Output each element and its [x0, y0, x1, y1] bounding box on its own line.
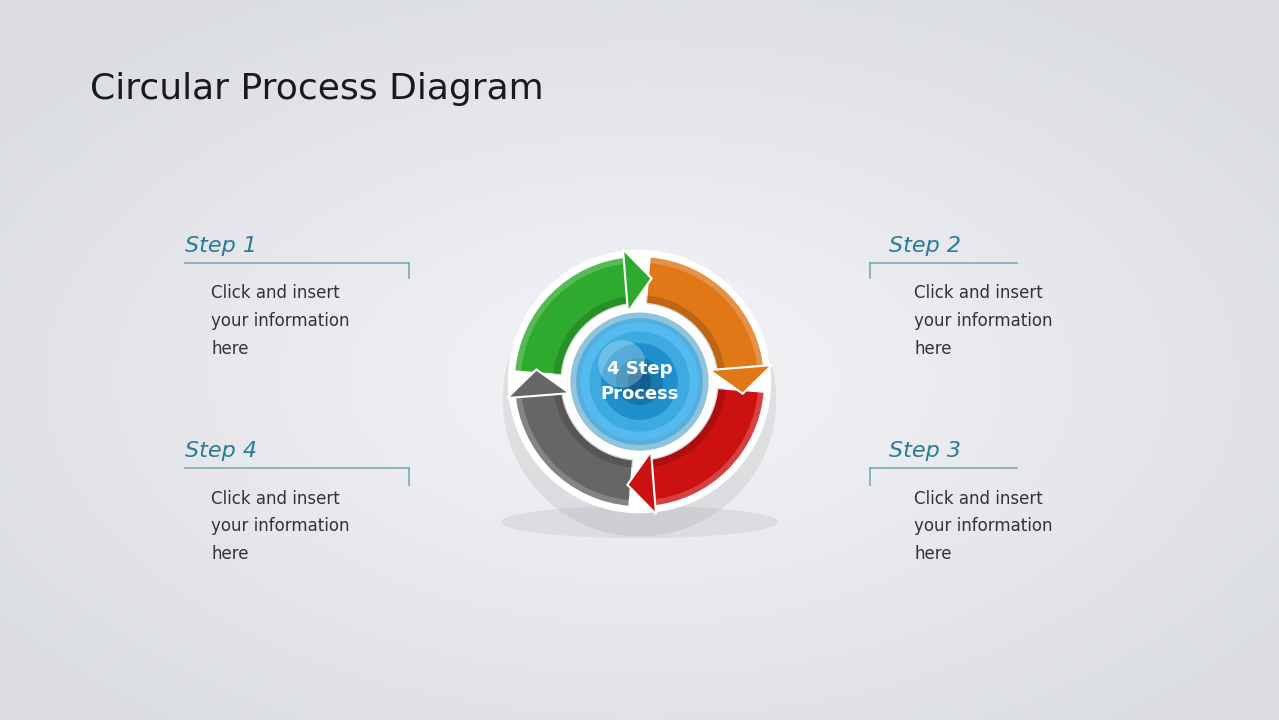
- Circle shape: [581, 323, 698, 441]
- Wedge shape: [514, 391, 631, 507]
- Wedge shape: [514, 256, 631, 372]
- Circle shape: [590, 331, 689, 432]
- Wedge shape: [508, 250, 771, 513]
- Ellipse shape: [501, 506, 778, 539]
- Text: Click and insert
your information
here: Click and insert your information here: [211, 490, 349, 563]
- Circle shape: [599, 341, 646, 387]
- Text: Circular Process Diagram: Circular Process Diagram: [90, 72, 544, 106]
- Circle shape: [576, 318, 703, 445]
- Text: Click and insert
your information
here: Click and insert your information here: [914, 490, 1053, 563]
- Circle shape: [616, 358, 663, 405]
- Circle shape: [628, 370, 651, 393]
- Text: Step 2: Step 2: [889, 235, 961, 256]
- Wedge shape: [648, 256, 765, 372]
- Wedge shape: [646, 256, 765, 376]
- Text: Step 1: Step 1: [185, 235, 257, 256]
- Text: Click and insert
your information
here: Click and insert your information here: [914, 284, 1053, 358]
- Text: Step 4: Step 4: [185, 441, 257, 461]
- Circle shape: [601, 343, 678, 420]
- Polygon shape: [628, 451, 656, 514]
- Wedge shape: [554, 295, 633, 376]
- Wedge shape: [514, 256, 633, 376]
- Polygon shape: [710, 365, 771, 394]
- Circle shape: [568, 310, 711, 454]
- Text: 4 Step
Process: 4 Step Process: [600, 360, 679, 403]
- Text: Step 3: Step 3: [889, 441, 961, 461]
- Polygon shape: [623, 249, 651, 312]
- Text: Click and insert
your information
here: Click and insert your information here: [211, 284, 349, 358]
- Wedge shape: [514, 387, 633, 507]
- Wedge shape: [648, 391, 765, 507]
- Wedge shape: [554, 387, 633, 468]
- Wedge shape: [646, 295, 725, 376]
- Circle shape: [570, 312, 709, 451]
- Polygon shape: [508, 369, 569, 398]
- Wedge shape: [503, 263, 776, 536]
- Wedge shape: [646, 387, 725, 468]
- Wedge shape: [646, 387, 765, 507]
